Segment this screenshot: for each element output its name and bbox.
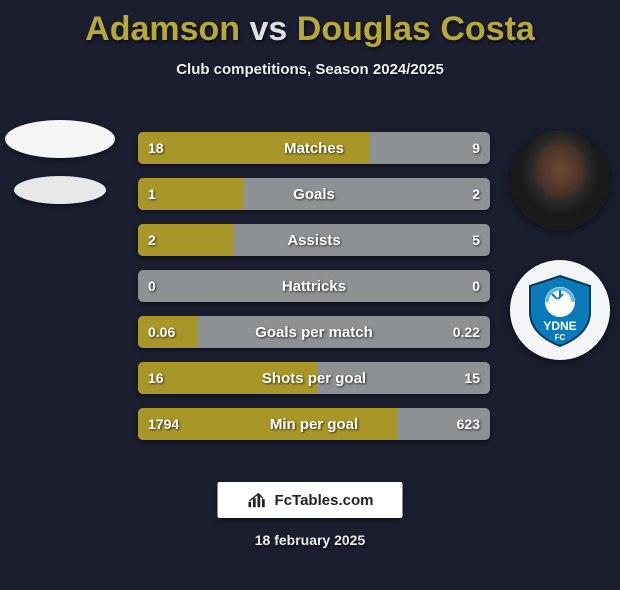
stats-bar-container: 189Matches12Goals25Assists00Hattricks0.0… xyxy=(138,132,490,454)
comparison-title: Adamson vs Douglas Costa xyxy=(0,10,620,49)
stat-value-left: 0.06 xyxy=(148,316,175,348)
stat-value-left: 16 xyxy=(148,362,164,394)
attribution-text: FcTables.com xyxy=(275,492,374,509)
player2-avatar xyxy=(510,130,610,230)
stat-value-right: 0 xyxy=(472,270,480,302)
stat-value-left: 2 xyxy=(148,224,156,256)
stat-row: 12Goals xyxy=(138,178,490,210)
svg-text:FC: FC xyxy=(555,333,566,342)
stat-value-right: 0.22 xyxy=(453,316,480,348)
player1-avatar-placeholder xyxy=(5,120,115,158)
stat-row: 25Assists xyxy=(138,224,490,256)
chart-icon xyxy=(247,491,269,509)
stat-value-left: 1 xyxy=(148,178,156,210)
player1-name: Adamson xyxy=(85,10,240,48)
player2-name: Douglas Costa xyxy=(297,10,535,48)
vs-text: vs xyxy=(250,10,288,48)
bar-fill xyxy=(138,362,318,394)
stat-value-right: 9 xyxy=(472,132,480,164)
stat-value-right: 2 xyxy=(472,178,480,210)
stat-row: 0.060.22Goals per match xyxy=(138,316,490,348)
bar-background xyxy=(138,270,490,302)
stat-value-right: 623 xyxy=(457,408,480,440)
player1-club-placeholder xyxy=(14,176,106,204)
stat-row: 00Hattricks xyxy=(138,270,490,302)
right-avatar-column: YDNE FC xyxy=(500,130,620,390)
stat-value-right: 5 xyxy=(472,224,480,256)
stat-row: 1615Shots per goal xyxy=(138,362,490,394)
stat-value-left: 0 xyxy=(148,270,156,302)
date-text: 18 february 2025 xyxy=(0,532,620,548)
left-avatar-column xyxy=(0,120,120,204)
bar-fill xyxy=(138,132,370,164)
stat-row: 1794623Min per goal xyxy=(138,408,490,440)
subtitle: Club competitions, Season 2024/2025 xyxy=(0,61,620,78)
stat-value-right: 15 xyxy=(464,362,480,394)
stat-row: 189Matches xyxy=(138,132,490,164)
stat-value-left: 1794 xyxy=(148,408,179,440)
stat-value-left: 18 xyxy=(148,132,164,164)
attribution-badge: FcTables.com xyxy=(218,482,403,518)
svg-text:YDNE: YDNE xyxy=(543,319,576,333)
club-badge-icon: YDNE FC xyxy=(520,270,600,350)
player2-club-badge: YDNE FC xyxy=(510,260,610,360)
